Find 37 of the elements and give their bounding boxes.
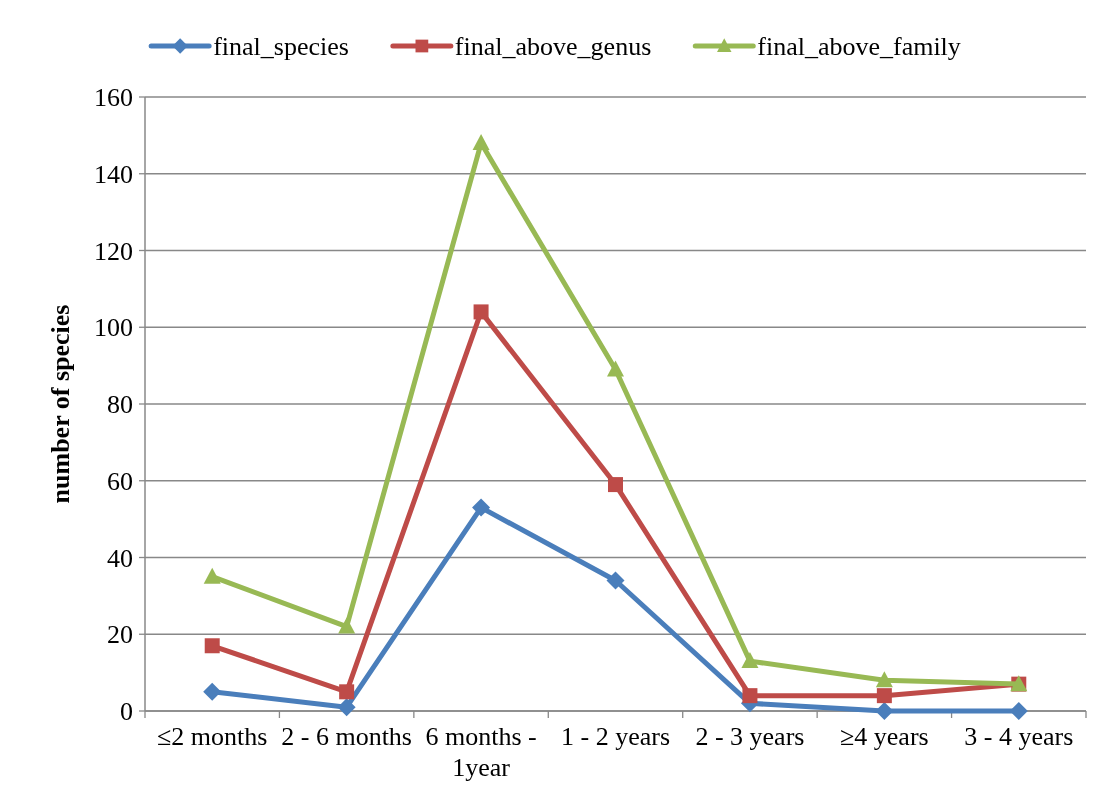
point xyxy=(203,567,221,584)
x-tick-label: 2 - 6 months xyxy=(281,722,413,751)
point xyxy=(338,617,356,634)
point xyxy=(606,571,625,590)
x-tick-label: 6 months - 1year xyxy=(425,722,537,782)
point xyxy=(608,477,623,493)
point xyxy=(741,652,759,669)
x-tick-label: 3 - 4 years xyxy=(964,722,1074,751)
y-tick-label: 40 xyxy=(107,543,133,573)
y-tick-label: 0 xyxy=(120,697,133,727)
y-tick-label: 140 xyxy=(94,159,133,189)
point xyxy=(204,638,220,654)
y-tick-label: 100 xyxy=(94,313,133,343)
x-tick-label: 1 - 2 years xyxy=(560,722,671,751)
y-tick-label: 20 xyxy=(107,620,133,650)
y-tick-label: 80 xyxy=(107,390,133,420)
y-tick-label: 160 xyxy=(94,83,133,113)
legend-label: final_above_genus xyxy=(454,32,652,62)
x-tick-label: ≥4 years xyxy=(840,722,929,751)
point xyxy=(875,702,894,720)
y-axis-title: number of species xyxy=(46,304,76,504)
y-tick-label: 120 xyxy=(94,236,133,266)
legend-label: final_above_family xyxy=(757,32,961,62)
point xyxy=(472,498,491,517)
point xyxy=(339,684,355,700)
point xyxy=(472,134,490,151)
point xyxy=(473,304,489,320)
point xyxy=(337,698,356,717)
point xyxy=(742,688,758,704)
legend-label: final_species xyxy=(213,32,349,62)
point xyxy=(876,688,892,704)
y-tick-label: 60 xyxy=(107,466,133,496)
x-tick-label: 2 - 3 years xyxy=(695,722,805,751)
point xyxy=(203,682,222,701)
point xyxy=(607,360,624,377)
x-tick-label: ≤2 months xyxy=(157,722,268,751)
point xyxy=(875,671,893,688)
